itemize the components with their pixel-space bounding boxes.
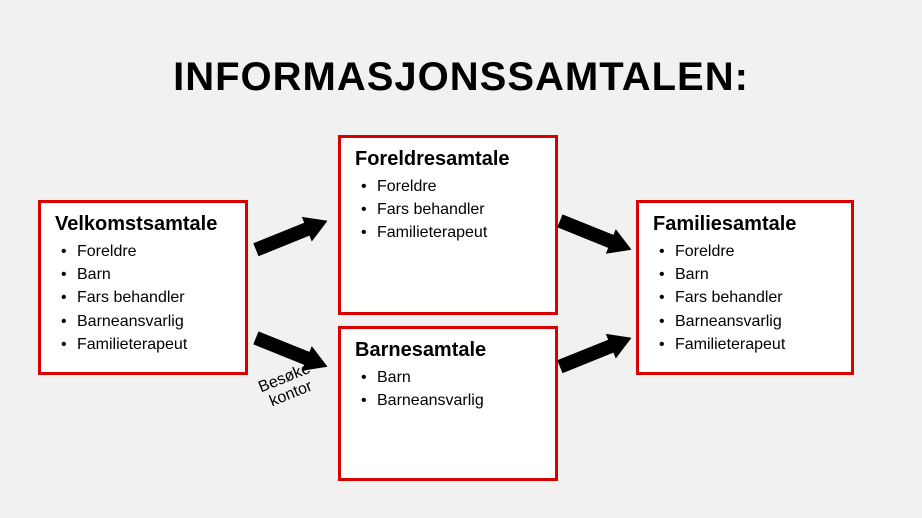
box-heading: Foreldresamtale [355,148,541,171]
list-item: Barneansvarlig [55,310,231,333]
box-list: Foreldre Fars behandler Familieterapeut [355,175,541,245]
list-item: Familieterapeut [653,333,837,356]
list-item: Fars behandler [653,286,837,309]
arrow-parent-to-family [555,208,637,262]
box-heading: Velkomstsamtale [55,213,231,236]
list-item: Foreldre [355,175,541,198]
page-title: INFORMASJONSSAMTALEN: [0,55,922,100]
list-item: Barn [355,366,541,389]
box-list: Foreldre Barn Fars behandler Barneansvar… [55,240,231,356]
list-item: Familieterapeut [355,221,541,244]
list-item: Barn [55,263,231,286]
box-barnesamtale: Barnesamtale Barn Barneansvarlig [338,326,558,481]
list-item: Familieterapeut [55,333,231,356]
list-item: Barneansvarlig [355,389,541,412]
list-item: Fars behandler [355,198,541,221]
list-item: Barneansvarlig [653,310,837,333]
box-heading: Barnesamtale [355,339,541,362]
diagram-canvas: INFORMASJONSSAMTALEN: Velkomstsamtale Fo… [0,0,922,518]
box-list: Barn Barneansvarlig [355,366,541,412]
box-heading: Familiesamtale [653,213,837,236]
arrow-welcome-to-parent [251,208,333,262]
box-list: Foreldre Barn Fars behandler Barneansvar… [653,240,837,356]
box-foreldresamtale: Foreldresamtale Foreldre Fars behandler … [338,135,558,315]
list-item: Fars behandler [55,286,231,309]
list-item: Foreldre [653,240,837,263]
box-velkomstsamtale: Velkomstsamtale Foreldre Barn Fars behan… [38,200,248,375]
arrow-child-to-family [555,325,637,379]
list-item: Barn [653,263,837,286]
box-familiesamtale: Familiesamtale Foreldre Barn Fars behand… [636,200,854,375]
list-item: Foreldre [55,240,231,263]
